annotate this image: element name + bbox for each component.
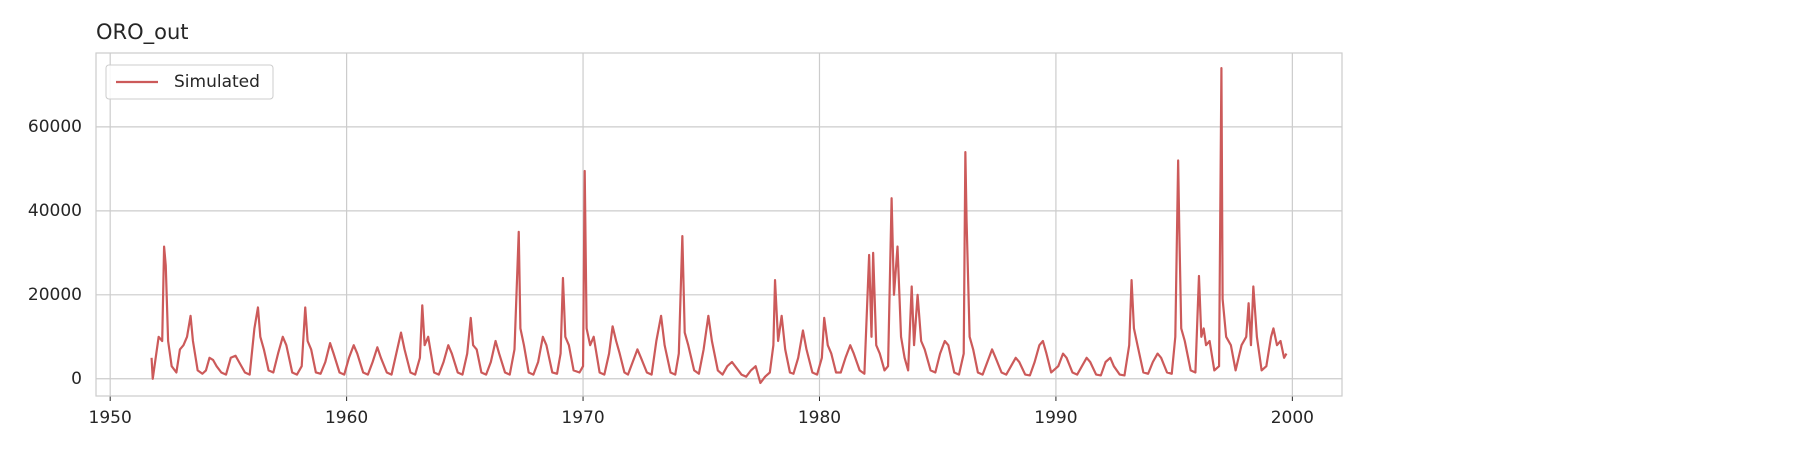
x-tick-label: 1950 bbox=[89, 408, 132, 428]
x-tick-label: 1990 bbox=[1034, 408, 1077, 428]
legend-box bbox=[105, 64, 274, 100]
y-tick-label: 20000 bbox=[28, 285, 82, 305]
plot-frame bbox=[95, 52, 1343, 397]
y-tick-label: 0 bbox=[71, 369, 82, 389]
data-line bbox=[150, 67, 1288, 385]
x-tick-label: 1960 bbox=[325, 408, 368, 428]
chart-title: ORO_out bbox=[96, 20, 189, 45]
x-tick-label: 1970 bbox=[561, 408, 604, 428]
x-tick-label: 2000 bbox=[1271, 408, 1314, 428]
legend-label: Simulated bbox=[174, 72, 260, 92]
y-tick-label: 60000 bbox=[28, 117, 82, 137]
x-tick-label: 1980 bbox=[798, 408, 841, 428]
y-tick-label: 40000 bbox=[28, 201, 82, 221]
